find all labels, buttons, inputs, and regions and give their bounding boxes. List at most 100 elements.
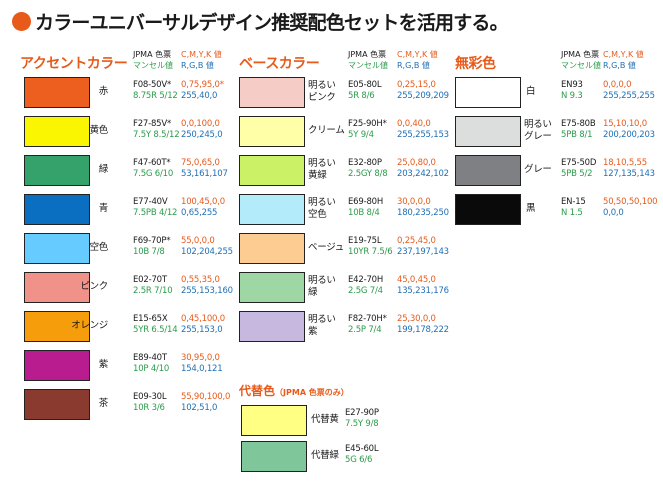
base-color-code: E42-70H 2.5G 7/4 [348,275,383,297]
jpma-code: EN-15 [561,197,586,207]
munsell-header: マンセル値 [348,61,388,70]
substitute-swatch [241,441,307,472]
accent-swatch [24,233,90,264]
achromatic-section-title: 無彩色 [455,56,496,72]
base-column-header-values: C,M,Y,K 値 R,G,B 値 [397,49,438,71]
accent-color-name: 黄色 [89,125,109,136]
accent-swatch [24,311,90,342]
jpma-code: F25-90H* [348,119,387,129]
jpma-code: E09-30L [133,392,167,402]
munsell-header: マンセル値 [133,61,173,70]
cmyk-value: 25,30,0,0 [397,314,436,324]
base-column-header-codes: JPMA 色票 マンセル値 [348,49,388,71]
achromatic-color-values: 18,10,5,55 127,135,143 [603,158,655,180]
jpma-code: F69-70P* [133,236,171,246]
rgb-header: R,G,B 値 [397,61,430,70]
accent-swatch [24,194,90,225]
cmyk-value: 75,0,65,0 [181,158,220,168]
substitute-color-code: E27-90P 7.5Y 9/8 [345,408,379,430]
munsell-header: マンセル値 [561,61,601,70]
munsell-value: 10R 3/6 [133,403,165,413]
base-color-name: 明るいピンク [308,80,336,103]
rgb-header: R,G,B 値 [603,61,636,70]
achromatic-color-code: E75-80B 5PB 8/1 [561,119,596,141]
achromatic-color-values: 15,10,10,0 200,200,203 [603,119,655,141]
munsell-value: 5PB 5/2 [561,169,593,179]
jpma-code: F47-60T* [133,158,171,168]
accent-color-values: 0,0,100,0 250,245,0 [181,119,223,141]
base-swatch [239,194,305,225]
base-swatch [239,116,305,147]
base-color-name: ベージュ [308,242,344,253]
rgb-value: 53,161,107 [181,169,228,179]
jpma-code: E15-65X [133,314,168,324]
page-title: カラーユニバーサルデザイン推奨配色セットを活用する。 [12,6,509,36]
jpma-code: E42-70H [348,275,384,285]
rgb-value: 102,204,255 [181,247,233,257]
accent-color-values: 0,55,35,0 255,153,160 [181,275,233,297]
base-color-values: 25,30,0,0 199,178,222 [397,314,449,336]
achromatic-swatch [455,77,521,108]
munsell-value: 5PB 8/1 [561,130,593,140]
accent-color-values: 30,95,0,0 154,0,121 [181,353,223,375]
jpma-code: E27-90P [345,408,379,418]
accent-color-values: 0,45,100,0 255,153,0 [181,314,225,336]
substitute-section-heading: 代替色（JPMA 色票のみ） [239,380,349,399]
achromatic-column-header-values: C,M,Y,K 値 R,G,B 値 [603,49,644,71]
cmyk-value: 0,0,0,0 [603,80,632,90]
base-swatch [239,272,305,303]
base-color-values: 0,25,15,0 255,209,209 [397,80,449,102]
munsell-value: N 9.3 [561,91,583,101]
cmyk-value: 0,25,45,0 [397,236,436,246]
jpma-code: F27-85V* [133,119,172,129]
cmyk-value: 0,55,35,0 [181,275,220,285]
cmyk-value: 0,45,100,0 [181,314,225,324]
accent-color-values: 75,0,65,0 53,161,107 [181,158,228,180]
accent-color-name: 青 [98,203,109,214]
cmyk-header: C,M,Y,K 値 [603,50,644,59]
cmyk-value: 0,25,15,0 [397,80,436,90]
base-color-values: 30,0,0,0 180,235,250 [397,197,449,219]
achromatic-color-name: グレー [524,164,552,175]
rgb-value: 0,65,255 [181,208,218,218]
base-color-code: E05-80L 5R 8/6 [348,80,382,102]
cmyk-header: C,M,Y,K 値 [181,50,222,59]
cmyk-value: 55,90,100,0 [181,392,231,402]
base-color-code: E32-80P 2.5GY 8/8 [348,158,388,180]
base-swatch [239,311,305,342]
base-color-values: 0,0,40,0 255,255,153 [397,119,449,141]
base-swatch [239,233,305,264]
jpma-code: E45-60L [345,444,379,454]
base-color-values: 25,0,80,0 203,242,102 [397,158,449,180]
rgb-header: R,G,B 値 [181,61,214,70]
jpma-code: E75-80B [561,119,596,129]
accent-color-values: 100,45,0,0 0,65,255 [181,197,225,219]
rgb-value: 255,255,255 [603,91,655,101]
accent-color-name: オレンジ [71,320,108,331]
accent-color-values: 0,75,95,0* 255,40,0 [181,80,224,102]
jpma-header: JPMA 色票 [133,50,172,59]
base-color-values: 0,25,45,0 237,197,143 [397,236,449,258]
jpma-header: JPMA 色票 [561,50,600,59]
achromatic-swatch [455,194,521,225]
accent-color-name: 紫 [98,359,109,370]
substitute-swatch [241,405,307,436]
base-color-name: クリーム [308,125,345,136]
munsell-value: 7.5Y 8.5/12 [133,130,180,140]
cmyk-value: 25,0,80,0 [397,158,436,168]
bullet-dot-icon [12,11,31,31]
rgb-value: 200,200,203 [603,130,655,140]
munsell-value: 5Y 9/4 [348,130,374,140]
munsell-value: 7.5Y 9/8 [345,419,379,429]
accent-color-code: E77-40V 7.5PB 4/12 [133,197,177,219]
accent-color-code: E09-30L 10R 3/6 [133,392,167,414]
cmyk-value: 0,75,95,0* [181,80,224,90]
rgb-value: 250,245,0 [181,130,223,140]
rgb-value: 127,135,143 [603,169,655,179]
cmyk-value: 15,10,10,0 [603,119,647,129]
cmyk-value: 30,95,0,0 [181,353,220,363]
base-swatch [239,77,305,108]
jpma-code: E19-75L [348,236,382,246]
achromatic-color-code: EN93 N 9.3 [561,80,583,102]
munsell-value: 2.5P 7/4 [348,325,382,335]
